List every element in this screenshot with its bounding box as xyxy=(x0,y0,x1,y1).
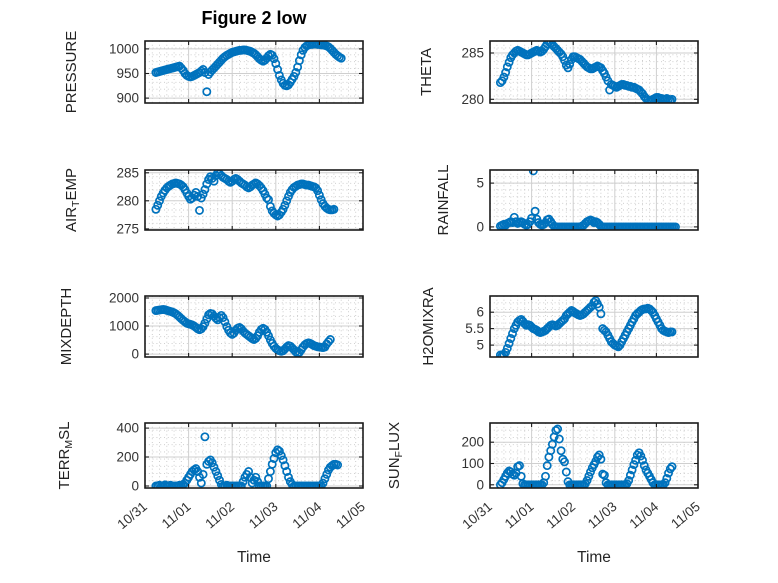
data-points-RAINFALL xyxy=(495,170,680,230)
data-points-PRESSURE xyxy=(151,41,346,97)
x-axis-label-left: Time xyxy=(237,549,271,566)
y-tick-label: 900 xyxy=(116,91,139,106)
y-tick-label: 5 xyxy=(476,338,484,353)
x-tick-label: 10/31 xyxy=(114,499,150,532)
y-tick-label: 0 xyxy=(131,347,139,362)
y-axis-label-TERR_MSL: TERRMSL xyxy=(56,422,75,490)
y-tick-label: 280 xyxy=(461,92,484,107)
major-grid xyxy=(145,296,363,357)
minor-grid xyxy=(145,423,363,488)
x-tick-label: 11/05 xyxy=(333,499,368,532)
ylabel-subscript: M xyxy=(63,440,75,449)
x-tick-label: 11/01 xyxy=(159,499,194,532)
ylabel-text: LUX xyxy=(386,422,403,451)
y-tick-label: 5.5 xyxy=(465,321,484,336)
x-tick-label: 11/02 xyxy=(543,499,578,532)
ylabel-text: THETA xyxy=(418,48,435,96)
tick-marks xyxy=(144,296,364,357)
minor-grid xyxy=(145,170,363,230)
data-points-THETA xyxy=(495,41,677,103)
x-axis-label-right: Time xyxy=(577,549,611,566)
ylabel-subscript: T xyxy=(70,200,82,207)
y-tick-label: 6 xyxy=(476,305,484,320)
x-tick-label: 11/05 xyxy=(668,499,703,532)
ylabel-text: PRESSURE xyxy=(63,31,80,114)
x-tick-label: 11/04 xyxy=(290,498,325,531)
subplot-RAINFALL: 0 5 RAINFALL xyxy=(435,165,699,236)
ylabel-text: MIXDEPTH xyxy=(58,288,75,366)
figure-title: Figure 2 low xyxy=(201,8,307,28)
ylabel-text: EMP xyxy=(63,168,80,201)
y-tick-label: 0 xyxy=(476,219,484,234)
ylabel-text: SL xyxy=(56,422,73,440)
subplot-H2OMIXRA: 5 5.56 H2OMIXRA xyxy=(420,287,699,366)
tick-marks xyxy=(144,423,364,488)
y-tick-label: 1000 xyxy=(109,41,139,56)
ylabel-text: TERR xyxy=(56,448,73,489)
y-axis-label-PRESSURE: PRESSURE xyxy=(63,31,80,114)
x-tick-label: 11/03 xyxy=(585,499,620,532)
axes-frame xyxy=(144,40,364,104)
ylabel-text: AIR xyxy=(63,207,80,232)
y-tick-label: 0 xyxy=(476,477,484,492)
y-tick-label: 280 xyxy=(116,193,139,208)
y-tick-label: 0 xyxy=(131,479,139,494)
subplot-TERR_MSL: 0 200 400 TERRMSL 10/31 11/01 11/02 11/03 11/04 1… xyxy=(56,421,368,532)
y-tick-label: 200 xyxy=(461,435,484,450)
data-points-AIR_TEMP xyxy=(151,170,339,221)
tick-marks xyxy=(144,41,364,103)
ylabel-text: SUN xyxy=(386,457,403,489)
x-tick-label: 11/04 xyxy=(627,498,662,531)
y-tick-label: 100 xyxy=(461,456,484,471)
axes-frame xyxy=(489,169,699,231)
y-tick-label: 400 xyxy=(116,421,139,436)
y-tick-label: 2000 xyxy=(109,291,139,306)
y-axis-label-SUN_FLUX: SUNFLUX xyxy=(386,422,405,489)
data-points-SUN_FLUX xyxy=(495,424,677,488)
data-points-TERR_MSL xyxy=(151,432,343,488)
axes-frame xyxy=(489,295,699,358)
tick-marks xyxy=(144,170,364,230)
major-grid xyxy=(490,423,698,488)
x-tick-label: 11/03 xyxy=(246,499,281,532)
x-tick-label: 10/31 xyxy=(459,499,495,532)
y-axis-label-H2OMIXRA: H2OMIXRA xyxy=(420,287,437,365)
tick-marks xyxy=(489,170,699,230)
tick-marks xyxy=(489,296,699,357)
y-tick-label: 5 xyxy=(476,176,484,191)
axes-frame xyxy=(489,422,699,489)
data-points-MIXDEPTH xyxy=(151,305,335,357)
tick-marks xyxy=(489,41,699,103)
data-points-H2OMIXRA xyxy=(495,296,677,357)
subplot-PRESSURE: 900 950 1000 PRESSURE xyxy=(63,31,364,114)
subplot-THETA: 280 285 THETA xyxy=(418,40,699,107)
y-tick-label: 950 xyxy=(116,66,139,81)
axes-frame xyxy=(489,40,699,104)
tick-marks xyxy=(489,423,699,488)
y-axis-label-RAINFALL: RAINFALL xyxy=(435,165,452,236)
axes-frame xyxy=(144,169,364,231)
y-tick-label: 1000 xyxy=(109,319,139,334)
y-tick-label: 285 xyxy=(116,165,139,180)
subplot-AIR_TEMP: 275 280 285 AIRTEMP xyxy=(63,165,364,236)
y-axis-label-MIXDEPTH: MIXDEPTH xyxy=(58,288,75,366)
x-tick-label: 11/02 xyxy=(202,499,237,532)
y-axis-label-AIR_TEMP: AIRTEMP xyxy=(63,168,82,232)
subplot-MIXDEPTH: 0 1000 2000 MIXDEPTH xyxy=(58,288,364,366)
y-tick-label: 285 xyxy=(461,46,484,61)
ylabel-text: H2OMIXRA xyxy=(420,287,437,365)
y-axis-label-THETA: THETA xyxy=(418,48,435,96)
ylabel-text: RAINFALL xyxy=(435,165,452,236)
subplot-SUN_FLUX: 0 100 200 SUNFLUX 10/31 11/01 11/02 11/03 11/04 1… xyxy=(386,422,703,532)
x-tick-label: 11/01 xyxy=(502,499,537,532)
y-tick-label: 200 xyxy=(116,450,139,465)
axes-frame xyxy=(144,422,364,489)
y-tick-label: 275 xyxy=(116,221,139,236)
ylabel-subscript: F xyxy=(393,451,405,457)
